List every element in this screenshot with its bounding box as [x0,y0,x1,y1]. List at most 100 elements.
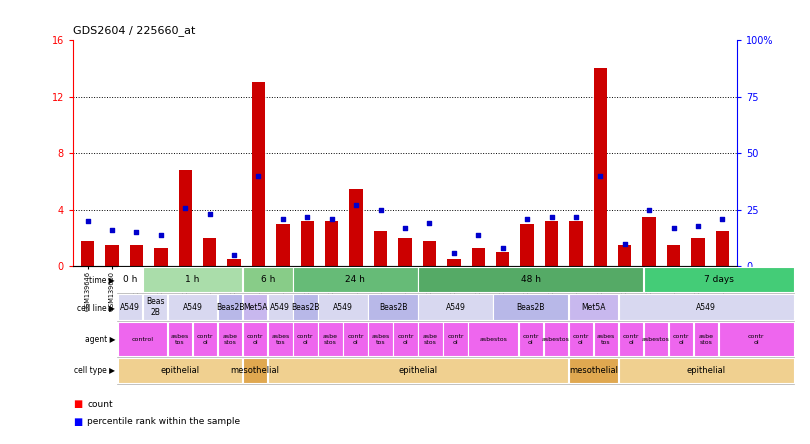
Point [716,215,729,222]
Text: 24 h: 24 h [346,275,365,284]
Bar [619,322,643,356]
Text: mesothelial: mesothelial [231,366,279,375]
Text: 0 h: 0 h [123,275,137,284]
Point [301,213,313,220]
Text: Beas2B: Beas2B [216,303,245,312]
Text: cell line ▶: cell line ▶ [77,303,115,312]
Text: contr
ol: contr ol [573,334,589,345]
Bar [694,322,718,356]
Point [692,222,705,229]
Point [130,229,143,236]
Bar [293,294,318,321]
Point [471,231,484,238]
Bar [143,294,168,321]
Point [350,202,363,209]
Text: Met5A: Met5A [581,303,606,312]
Text: ■: ■ [73,417,82,427]
Bar [691,238,705,266]
Point [105,226,118,234]
Point [155,231,168,238]
Bar [447,259,461,266]
Bar [268,358,568,383]
Text: asbe
stos: asbe stos [323,334,338,345]
Bar [154,248,168,266]
Text: GDS2604 / 225660_at: GDS2604 / 225660_at [73,24,195,36]
Bar [418,322,443,356]
Text: contr
ol: contr ol [522,334,539,345]
Bar [369,322,393,356]
Point [521,215,534,222]
Bar [268,294,292,321]
Bar [374,231,387,266]
Text: epithelial: epithelial [399,366,437,375]
Text: control: control [131,337,154,342]
Text: Beas2B: Beas2B [379,303,407,312]
Bar [218,294,242,321]
Bar [318,294,368,321]
Text: contr
ol: contr ol [297,334,313,345]
Bar [105,245,119,266]
Text: asbes
tos: asbes tos [271,334,289,345]
Bar [117,322,168,356]
Bar [130,245,143,266]
Bar [243,358,267,383]
Bar [178,170,192,266]
Text: contr
ol: contr ol [197,334,213,345]
Point [497,245,509,252]
Bar [644,267,794,292]
Bar [117,267,143,292]
Bar [243,322,267,356]
Bar [349,189,363,266]
Point [228,251,241,258]
Bar [569,221,582,266]
Bar [81,241,94,266]
Bar [318,322,343,356]
Text: contr
ol: contr ol [673,334,689,345]
Text: asbes
tos: asbes tos [171,334,190,345]
Bar [716,231,729,266]
Text: contr
ol: contr ol [447,334,464,345]
Text: asbe
stos: asbe stos [698,334,714,345]
Point [326,215,339,222]
Bar [471,248,485,266]
Bar [168,322,192,356]
Point [276,215,289,222]
Bar [293,267,418,292]
Bar [325,221,339,266]
Text: percentile rank within the sample: percentile rank within the sample [87,417,241,426]
Bar [443,322,468,356]
Text: asbestos: asbestos [480,337,507,342]
Bar [618,245,632,266]
Point [618,240,631,247]
Point [252,172,265,179]
Text: epithelial: epithelial [687,366,726,375]
Point [179,204,192,211]
Bar [493,294,568,321]
Text: cell type ▶: cell type ▶ [74,366,115,375]
Bar [268,322,292,356]
Bar [719,322,794,356]
Point [447,249,460,256]
Text: A549: A549 [446,303,466,312]
Bar [343,322,368,356]
Bar [594,68,607,266]
Bar [301,221,314,266]
Point [545,213,558,220]
Bar [203,238,216,266]
Text: A549: A549 [333,303,353,312]
Point [81,218,94,225]
Text: ■: ■ [73,399,82,409]
Text: A549: A549 [696,303,716,312]
Bar [569,358,618,383]
Text: 1 h: 1 h [185,275,200,284]
Bar [293,322,318,356]
Bar [243,294,267,321]
Text: Met5A: Met5A [243,303,267,312]
Text: contr
ol: contr ol [247,334,263,345]
Text: A549: A549 [271,303,290,312]
Bar [520,224,534,266]
Text: time ▶: time ▶ [89,275,115,284]
Bar [117,358,242,383]
Bar [228,259,241,266]
Text: contr
ol: contr ol [397,334,414,345]
